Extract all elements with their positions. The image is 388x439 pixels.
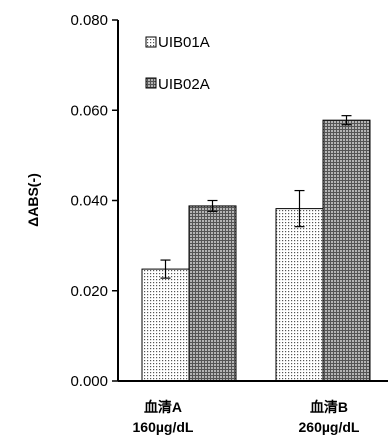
bar-uib02a-cat0 <box>188 205 237 382</box>
error-bar-uib02a-cat1 <box>341 115 352 126</box>
x-category-labels: 血清A 160µg/dL 血清B 260µg/dL <box>133 399 360 435</box>
y-axis-label: ΔABS(-) <box>25 173 41 227</box>
plot-area <box>141 115 371 382</box>
y-tick-label: 0.020 <box>70 283 108 300</box>
bar-uib02a-cat1 <box>322 119 371 382</box>
legend: UIB01A UIB02A <box>145 34 210 93</box>
y-tick-label: 0.060 <box>70 102 108 119</box>
y-ticks: 0.000 0.020 0.040 0.060 0.080 <box>70 12 118 390</box>
legend-swatch-uib02a <box>145 77 157 89</box>
y-tick-label: 0.000 <box>70 373 108 390</box>
category-label-a-line2: 160µg/dL <box>133 419 194 435</box>
legend-label-uib01a: UIB01A <box>158 34 210 51</box>
error-bar-uib01a-cat0 <box>160 259 171 279</box>
error-bar-uib01a-cat1 <box>294 189 305 228</box>
y-tick-label: 0.040 <box>70 193 108 210</box>
category-label-b-line1: 血清B <box>310 399 348 415</box>
legend-swatch-uib01a <box>145 36 157 48</box>
bar-uib01a-cat0 <box>141 268 190 382</box>
category-label-a-line1: 血清A <box>144 399 182 415</box>
error-bar-uib02a-cat0 <box>207 199 218 212</box>
category-label-b-line2: 260µg/dL <box>299 419 360 435</box>
legend-label-uib02a: UIB02A <box>158 76 210 93</box>
y-tick-label: 0.080 <box>70 12 108 29</box>
bar-uib01a-cat1 <box>275 208 324 382</box>
